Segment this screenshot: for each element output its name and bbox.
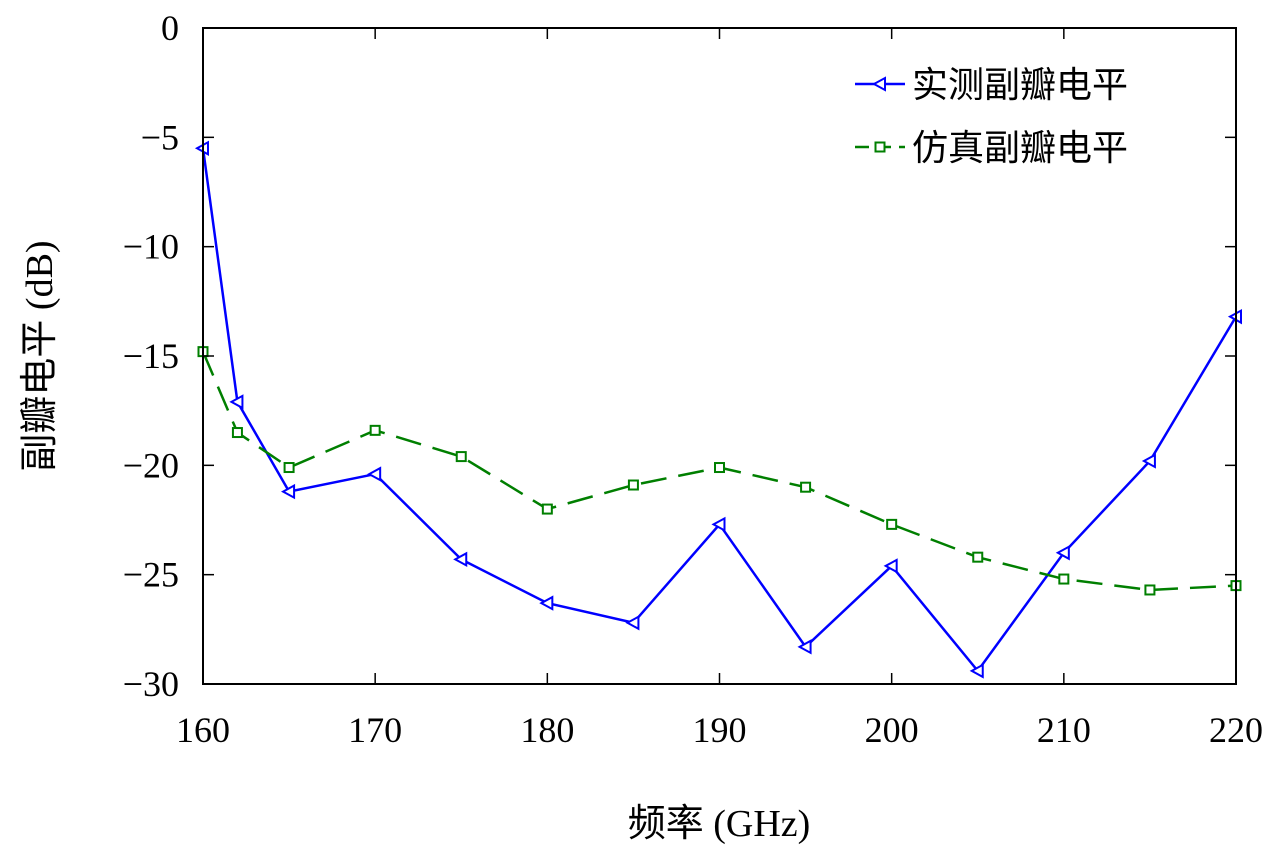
y-tick-label: 0 — [161, 8, 179, 48]
plot-frame — [202, 27, 1237, 685]
y-tick-label: −5 — [141, 117, 179, 157]
data-point — [800, 481, 812, 493]
x-tick-label: 160 — [176, 710, 230, 750]
data-point — [883, 558, 898, 574]
x-tick-label: 220 — [1209, 710, 1263, 750]
legend-label: 仿真副瓣电平 — [912, 128, 1128, 168]
x-tick-label: 170 — [348, 710, 402, 750]
data-point — [231, 427, 243, 439]
data-point — [453, 551, 468, 568]
legend-marker — [871, 76, 886, 92]
y-tick-label: −30 — [123, 664, 179, 704]
data-point — [972, 551, 984, 563]
x-tick-label: 210 — [1037, 710, 1091, 750]
series-measured — [194, 140, 1242, 679]
data-point — [714, 462, 725, 474]
data-point — [369, 424, 381, 436]
axis-ticks: 160 170 180 190 200 210 220 0 −5 −10 −15 −20 −25 −30 — [123, 8, 1263, 750]
legend-marker — [874, 141, 886, 153]
data-point — [539, 595, 554, 611]
series-simulated — [197, 346, 1242, 596]
data-point — [625, 615, 640, 631]
x-tick-label: 200 — [865, 710, 919, 750]
data-point — [1055, 545, 1070, 561]
data-point — [455, 451, 467, 463]
y-tick-label: −20 — [123, 445, 179, 485]
y-tick-label: −25 — [123, 555, 179, 595]
y-tick-label: −15 — [123, 336, 179, 376]
data-point — [886, 518, 898, 530]
y-axis-label: 副瓣电平 (dB) — [19, 240, 61, 471]
data-point — [1058, 573, 1070, 585]
x-axis-label: 频率 (GHz) — [628, 803, 811, 845]
data-point — [283, 462, 295, 474]
series-line — [201, 351, 1237, 592]
data-point — [627, 479, 639, 491]
data-point — [229, 394, 244, 410]
legend-label: 实测副瓣电平 — [912, 65, 1128, 105]
data-point — [711, 516, 726, 533]
y-tick-label: −10 — [123, 227, 179, 267]
x-tick-label: 190 — [693, 710, 747, 750]
data-point — [969, 663, 984, 679]
data-point — [367, 466, 382, 482]
series-line — [201, 148, 1238, 673]
data-point — [1141, 453, 1156, 469]
data-point — [797, 639, 812, 655]
x-tick-label: 180 — [520, 710, 574, 750]
data-point — [280, 483, 296, 500]
data-point — [1144, 584, 1156, 596]
data-point — [541, 503, 553, 515]
plot-content — [194, 140, 1242, 679]
